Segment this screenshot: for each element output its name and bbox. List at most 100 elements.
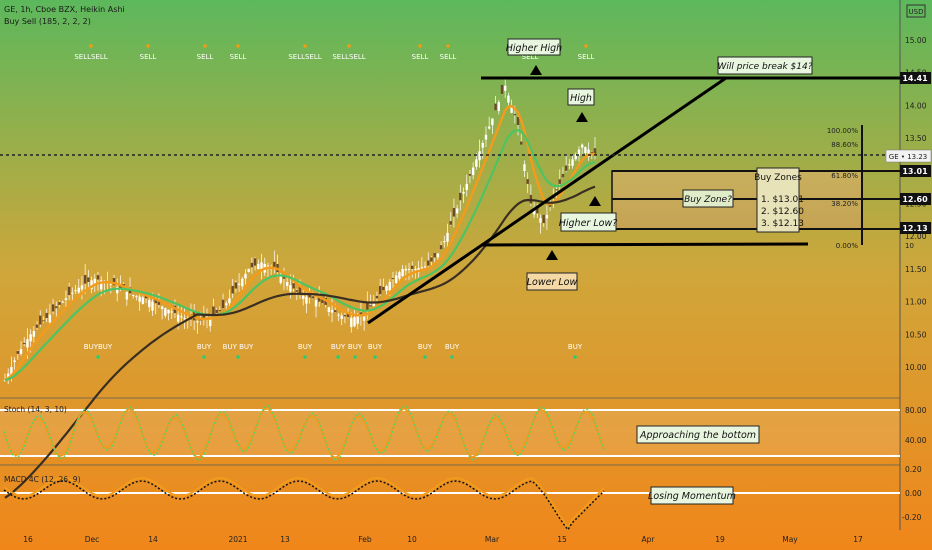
approaching-bottom-label: Approaching the bottom bbox=[639, 430, 756, 441]
candle bbox=[234, 280, 238, 293]
candle bbox=[74, 284, 77, 295]
candle bbox=[350, 312, 353, 333]
candle bbox=[305, 292, 308, 314]
buy-signal: BUY bbox=[197, 343, 212, 359]
candle bbox=[273, 250, 276, 274]
time-tick: Mar bbox=[485, 535, 500, 544]
time-axis[interactable]: 16 Dec 14 2021 13 Feb 10 Mar 15 Apr 19 May 17 bbox=[23, 535, 863, 544]
candle bbox=[314, 295, 318, 318]
currency-badge[interactable]: USD bbox=[906, 4, 926, 18]
candle bbox=[439, 241, 443, 250]
candle bbox=[292, 274, 295, 292]
candle bbox=[42, 316, 45, 324]
buy-signal: BUY bbox=[568, 343, 583, 359]
candle bbox=[244, 269, 247, 285]
fib-0-label: 0.00% bbox=[836, 242, 859, 250]
higher-high-marker bbox=[530, 65, 542, 75]
candle bbox=[494, 95, 497, 111]
time-tick: 10 bbox=[407, 535, 417, 544]
buy-zone-item-2: 2. $12.60 bbox=[761, 207, 804, 217]
time-tick: 17 bbox=[853, 535, 863, 544]
candle bbox=[378, 279, 382, 296]
candle bbox=[411, 261, 414, 278]
badge-1441-label: 14.41 bbox=[902, 74, 928, 83]
candle bbox=[561, 166, 565, 178]
candle bbox=[87, 269, 90, 289]
candle bbox=[96, 272, 100, 291]
candle bbox=[90, 276, 93, 294]
price-tick: 10.00 bbox=[905, 363, 927, 372]
svg-text:SELL: SELL bbox=[230, 53, 247, 61]
svg-text:BUY: BUY bbox=[331, 343, 346, 351]
svg-text:BUY: BUY bbox=[418, 343, 433, 351]
candle bbox=[183, 306, 186, 330]
candle bbox=[516, 113, 520, 136]
lower-low-label: Lower Low bbox=[527, 277, 578, 288]
candle bbox=[23, 337, 26, 347]
candle bbox=[423, 261, 427, 270]
fib-886-label: 88.60% bbox=[831, 141, 858, 149]
badge-1260: 12.60 bbox=[900, 193, 931, 205]
candle bbox=[433, 251, 436, 263]
badge-1213: 12.13 bbox=[900, 222, 931, 234]
candle bbox=[427, 252, 430, 269]
candle bbox=[285, 277, 289, 290]
buy-zone-label: Buy Zone? bbox=[684, 195, 732, 205]
candle bbox=[164, 307, 167, 318]
candle bbox=[71, 287, 74, 303]
candle bbox=[125, 291, 129, 306]
candle bbox=[221, 293, 225, 309]
candle bbox=[67, 282, 71, 301]
candle bbox=[487, 116, 491, 130]
axis-cutoff-label: 10 bbox=[905, 242, 914, 250]
buy-zone-item-3: 3. $12.13 bbox=[761, 219, 804, 229]
svg-text:BUY: BUY bbox=[568, 343, 583, 351]
candle bbox=[484, 126, 488, 148]
candle bbox=[452, 198, 456, 228]
candle bbox=[504, 79, 507, 98]
svg-text:BUY: BUY bbox=[197, 343, 212, 351]
candle bbox=[340, 312, 343, 326]
candle bbox=[247, 268, 250, 273]
candle bbox=[375, 291, 379, 302]
candle bbox=[61, 300, 64, 304]
sell-signal: SELL bbox=[412, 44, 428, 61]
uptrend-line bbox=[367, 76, 727, 325]
candle bbox=[526, 172, 529, 193]
svg-text:SELL: SELL bbox=[440, 53, 457, 61]
will-break-label: Will price break $14? bbox=[717, 62, 812, 72]
candle bbox=[231, 278, 234, 299]
candle bbox=[35, 321, 39, 330]
stoch-d-line bbox=[3, 404, 605, 462]
candle bbox=[462, 187, 465, 203]
candle bbox=[571, 155, 574, 169]
candle bbox=[83, 264, 87, 294]
moving-averages-layer bbox=[4, 105, 596, 499]
svg-text:SELL: SELL bbox=[197, 53, 214, 61]
candle bbox=[3, 373, 7, 382]
indicator-title: Buy Sell (185, 2, 2, 2) bbox=[4, 17, 91, 26]
candle bbox=[542, 214, 545, 227]
price-tick: 12.00 bbox=[905, 232, 927, 241]
price-tick: 15.00 bbox=[905, 36, 927, 45]
badge-1213-label: 12.13 bbox=[902, 224, 927, 233]
price-tick: 14.00 bbox=[905, 101, 927, 110]
candle bbox=[241, 276, 244, 293]
candle bbox=[568, 159, 571, 170]
candle bbox=[7, 368, 10, 385]
symbol-title: GE, 1h, Cboe BZX, Heikin Ashi bbox=[4, 5, 125, 14]
price-tick: 11.00 bbox=[905, 298, 927, 307]
time-tick: 13 bbox=[280, 535, 290, 544]
time-tick: Apr bbox=[642, 535, 656, 544]
badge-1260-label: 12.60 bbox=[902, 195, 928, 204]
candle bbox=[372, 295, 375, 307]
candle bbox=[471, 162, 475, 180]
high-annotation: High bbox=[567, 88, 595, 106]
ema-slow-line bbox=[4, 185, 596, 499]
candle bbox=[135, 295, 138, 301]
candle bbox=[16, 350, 20, 360]
losing-momentum-annotation: Losing Momentum bbox=[648, 486, 736, 505]
buy-signal: BUY BUY bbox=[223, 343, 254, 359]
